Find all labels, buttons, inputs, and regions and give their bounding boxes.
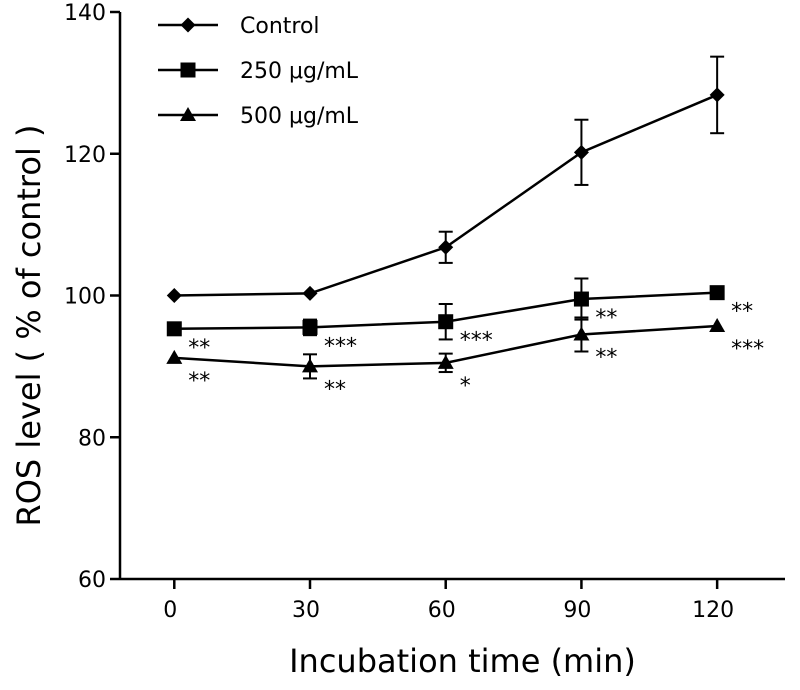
y-tick-label: 140 bbox=[64, 1, 106, 26]
square-marker bbox=[438, 314, 454, 330]
square-marker bbox=[709, 285, 725, 301]
x-tick-label: 120 bbox=[692, 598, 734, 623]
legend-item: Control bbox=[158, 14, 320, 39]
legend-label: Control bbox=[240, 14, 320, 39]
x-tick-label: 0 bbox=[163, 598, 177, 623]
significance-label: ** bbox=[188, 369, 210, 394]
significance-label: *** bbox=[731, 337, 764, 362]
square-marker bbox=[166, 321, 182, 337]
y-tick-label: 60 bbox=[78, 568, 106, 593]
square-marker bbox=[302, 319, 318, 335]
y-tick-label: 120 bbox=[64, 143, 106, 168]
series-3: ** ** *** *** bbox=[166, 316, 764, 402]
significance-label: ** bbox=[595, 306, 617, 331]
significance-label: ** bbox=[731, 300, 753, 325]
y-tick-label: 100 bbox=[64, 285, 106, 310]
diamond-marker bbox=[166, 288, 182, 303]
significance-label: *** bbox=[460, 329, 493, 354]
significance-label: ** bbox=[595, 345, 617, 370]
triangle-marker bbox=[302, 358, 318, 373]
significance-label: ** bbox=[188, 336, 210, 361]
series-2: ** *** ***** ** bbox=[166, 277, 753, 361]
x-tick-label: 60 bbox=[428, 598, 456, 623]
legend-item: 500 μg/mL bbox=[158, 104, 359, 129]
y-ticks: 60 80 100 120 140 bbox=[64, 1, 120, 593]
significance-label: * bbox=[460, 374, 471, 399]
legend-label: 250 μg/mL bbox=[240, 59, 359, 84]
x-ticks: 0 30 60 90 120 bbox=[163, 579, 734, 623]
diamond-marker bbox=[180, 17, 196, 33]
series-1 bbox=[166, 55, 725, 303]
significance-label: ** bbox=[324, 377, 346, 402]
y-tick-label: 80 bbox=[78, 426, 106, 451]
y-axis-title: ROS level ( % of control ) bbox=[10, 125, 48, 527]
square-marker bbox=[180, 62, 196, 78]
triangle-marker bbox=[166, 349, 183, 364]
significance-label: *** bbox=[324, 334, 357, 359]
triangle-marker bbox=[437, 354, 454, 369]
diamond-marker bbox=[438, 239, 454, 255]
triangle-marker bbox=[573, 326, 590, 341]
x-tick-label: 90 bbox=[563, 598, 591, 623]
legend-item: 250 μg/mL bbox=[158, 59, 359, 84]
diamond-marker bbox=[573, 144, 589, 160]
diamond-marker bbox=[709, 87, 725, 103]
x-axis-title: Incubation time (min) bbox=[289, 642, 636, 680]
triangle-marker bbox=[180, 107, 196, 121]
legend-label: 500 μg/mL bbox=[240, 104, 359, 129]
series-layer: ** *** ***** **** ** *** *** bbox=[166, 55, 764, 402]
legend: Control 250 μg/mL 500 μg/mL bbox=[158, 14, 359, 129]
square-marker bbox=[573, 291, 589, 307]
triangle-marker bbox=[709, 317, 726, 332]
diamond-marker bbox=[302, 285, 318, 301]
x-tick-label: 30 bbox=[292, 598, 320, 623]
